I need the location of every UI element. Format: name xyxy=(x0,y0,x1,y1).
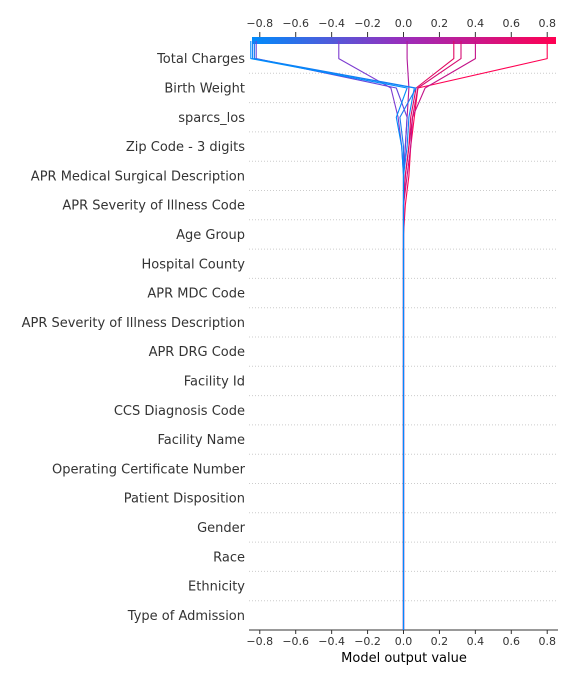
feature-label: Facility Id xyxy=(184,374,245,389)
top-tick-label: −0.2 xyxy=(354,17,381,30)
colorbar xyxy=(252,37,556,44)
top-tick-label: 0.4 xyxy=(467,17,485,30)
decision-lines xyxy=(250,41,548,630)
bottom-tick-label: 0.4 xyxy=(467,635,485,648)
feature-label: Hospital County xyxy=(142,257,246,272)
feature-label: APR DRG Code xyxy=(149,345,245,360)
x-axes: −0.8 −0.8 −0.6 −0.6 −0.4 −0.4 −0.2 −0.2 0.0 0.0 0.… xyxy=(246,17,558,648)
bottom-tick-label: 0.8 xyxy=(538,635,556,648)
feature-label: CCS Diagnosis Code xyxy=(114,404,245,419)
feature-label: Patient Disposition xyxy=(124,492,245,507)
decision-line xyxy=(253,41,417,630)
feature-label: APR Severity of Illness Code xyxy=(62,199,245,214)
bottom-tick-label: −0.2 xyxy=(354,635,381,648)
bottom-tick-label: 0.0 xyxy=(395,635,413,648)
top-tick-label: 0.6 xyxy=(503,17,521,30)
grid-lines xyxy=(249,72,558,631)
decision-line xyxy=(250,41,408,630)
feature-label: Gender xyxy=(197,521,246,536)
top-tick-label: 0.0 xyxy=(395,17,413,30)
bottom-tick-label: −0.6 xyxy=(282,635,309,648)
top-tick-label: −0.8 xyxy=(246,17,273,30)
bottom-tick-label: −0.4 xyxy=(318,635,345,648)
feature-label: Total Charges xyxy=(156,52,245,67)
feature-label: Race xyxy=(213,550,245,565)
x-axis-title: Model output value xyxy=(341,651,467,666)
top-tick-label: −0.4 xyxy=(318,17,345,30)
feature-label: APR MDC Code xyxy=(147,287,245,302)
feature-label: Operating Certificate Number xyxy=(52,462,246,477)
feature-label: Facility Name xyxy=(157,433,245,448)
feature-label: APR Severity of Illness Description xyxy=(22,316,245,331)
feature-label: Age Group xyxy=(176,228,245,243)
feature-label: Birth Weight xyxy=(164,81,245,96)
feature-label: Ethnicity xyxy=(188,580,245,595)
bottom-tick-label: 0.6 xyxy=(503,635,521,648)
top-tick-label: 0.8 xyxy=(538,17,556,30)
feature-labels: Total Charges Birth Weight sparcs_los Zip C… xyxy=(22,52,246,624)
bottom-tick-label: 0.2 xyxy=(431,635,449,648)
bottom-tick-label: −0.8 xyxy=(246,635,273,648)
feature-label: Zip Code - 3 digits xyxy=(126,140,245,155)
feature-label: APR Medical Surgical Description xyxy=(31,169,245,184)
top-tick-label: 0.2 xyxy=(431,17,449,30)
feature-label: sparcs_los xyxy=(178,111,245,126)
feature-label: Type of Admission xyxy=(127,609,245,624)
top-tick-label: −0.6 xyxy=(282,17,309,30)
